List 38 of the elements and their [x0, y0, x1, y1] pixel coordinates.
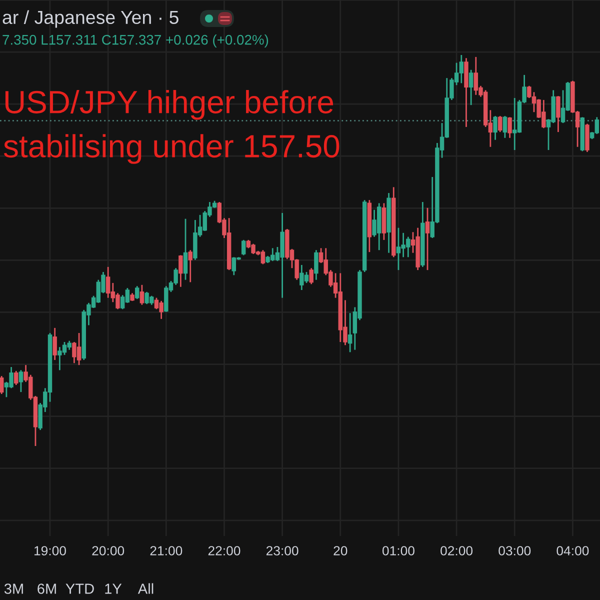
candlestick	[468, 69, 474, 106]
text: USD/JPY hihger before stabilising under 157.50	[4, 90, 340, 164]
x-tick-label: 19:00	[34, 546, 66, 556]
candlestick	[188, 249, 192, 283]
x-tick-label: 23:00	[266, 546, 298, 556]
x-tick-label: 04:00	[556, 546, 589, 556]
text: 6M	[38, 584, 56, 594]
candlestick	[241, 239, 246, 256]
candlestick	[14, 370, 18, 386]
x-tick-label: 21:00	[150, 546, 182, 556]
candlestick	[498, 115, 502, 133]
text: ar / Japanese Yen · 5	[2, 10, 178, 28]
x-tick-label: 03:00	[498, 546, 531, 556]
candlestick	[140, 284, 144, 306]
text: YTD	[66, 584, 94, 594]
x-tick-label: 02:00	[440, 546, 473, 556]
x-tick-label: 22:00	[208, 546, 240, 556]
candlestick	[0, 375, 4, 395]
candlestick	[314, 249, 318, 281]
x-tick-label: 20:00	[92, 546, 124, 556]
candlestick	[425, 207, 430, 271]
x-tick-label: 01:00	[382, 546, 414, 556]
candlestick	[309, 267, 314, 285]
candlestick	[183, 218, 188, 281]
candlestick	[135, 285, 140, 300]
candlestick	[556, 95, 560, 133]
text: 3M	[4, 584, 23, 594]
candlestick	[502, 115, 508, 139]
candlestick	[508, 116, 512, 139]
text: 7.350 L157.311 C157.337 +0.026 (+0.02%)	[2, 34, 268, 48]
text: All	[138, 583, 154, 594]
x-tick-label: 20	[334, 546, 348, 556]
candlestick	[18, 369, 24, 393]
candlestick	[52, 327, 57, 361]
text: 1Y	[105, 584, 122, 594]
candlestick	[348, 312, 352, 353]
candlestick	[178, 254, 183, 288]
candlestick	[493, 115, 498, 141]
